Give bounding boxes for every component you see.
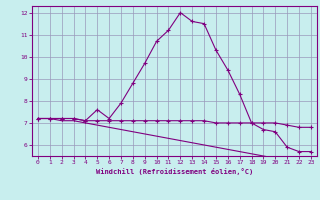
X-axis label: Windchill (Refroidissement éolien,°C): Windchill (Refroidissement éolien,°C) <box>96 168 253 175</box>
